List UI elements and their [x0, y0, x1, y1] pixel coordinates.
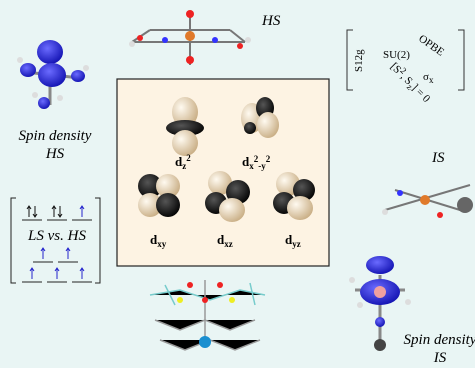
s12g-label: S12g [353, 49, 365, 72]
spin-density-is: Spin density [404, 332, 475, 348]
text-part: 2 [266, 154, 271, 164]
text-part: yz [292, 239, 301, 249]
text-part: x [429, 75, 434, 85]
spin-density-hs: HS [45, 146, 65, 162]
spin-density-is: IS [433, 350, 447, 366]
is-label: IS [431, 150, 445, 166]
su2-label: SU(2) [383, 49, 410, 61]
graphical-abstract: Spin density HS HS S12g SU(2) OPBE σx [S… [0, 0, 475, 368]
text-part: 2 [186, 153, 191, 163]
ls-vs-hs-label: LS vs. HS [27, 228, 86, 244]
hs-label: HS [261, 13, 281, 29]
text-part: xy [157, 239, 167, 249]
text-part: xz [224, 239, 233, 249]
spin-density-hs: Spin density [19, 128, 92, 144]
